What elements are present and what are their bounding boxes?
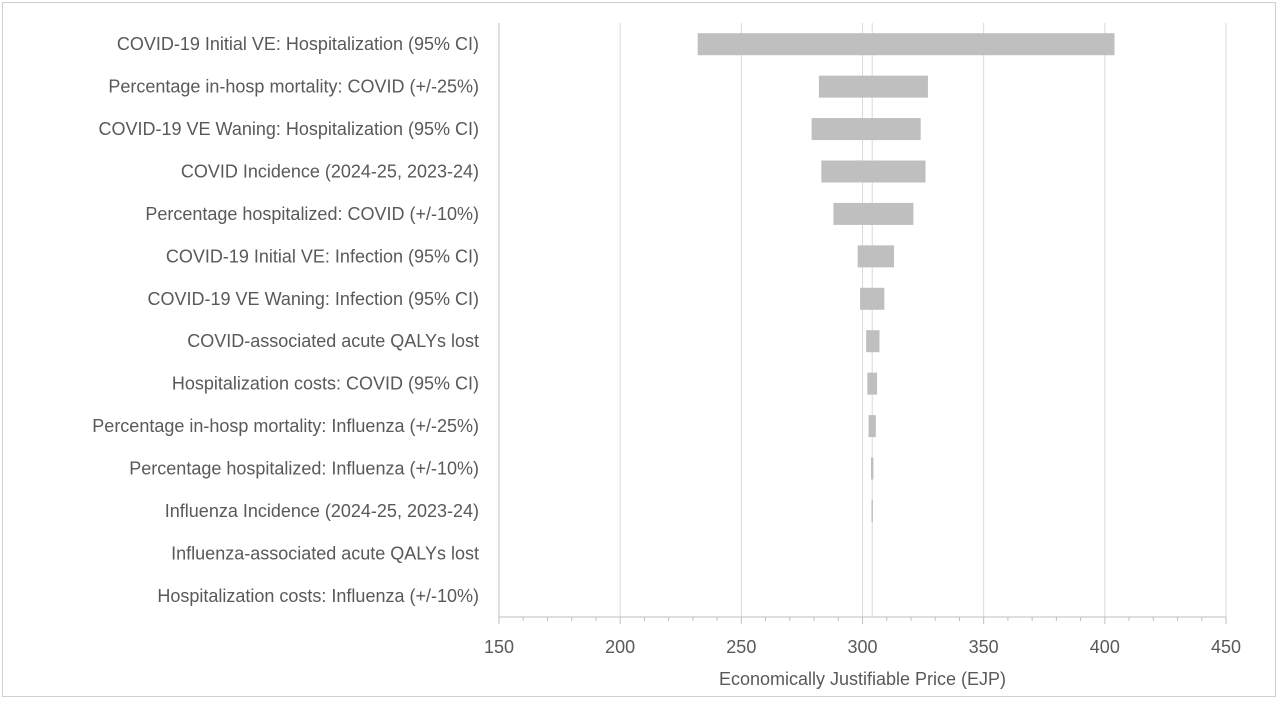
category-label: Hospitalization costs: Influenza (+/-10%… <box>157 586 479 606</box>
category-label: Percentage hospitalized: Influenza (+/-1… <box>129 459 479 479</box>
x-tick-label: 400 <box>1090 637 1120 657</box>
bar-5[interactable] <box>833 202 914 225</box>
category-label: COVID-19 VE Waning: Hospitalization (95%… <box>99 119 479 139</box>
bar-2[interactable] <box>818 75 928 98</box>
bar-11[interactable] <box>870 457 874 480</box>
bar-3[interactable] <box>811 118 921 141</box>
x-tick-label: 250 <box>726 637 756 657</box>
category-label: COVID Incidence (2024-25, 2023-24) <box>181 162 479 182</box>
bar-7[interactable] <box>860 287 885 310</box>
category-label: COVID-associated acute QALYs lost <box>187 331 479 351</box>
category-label: Percentage in-hosp mortality: COVID (+/-… <box>108 77 479 97</box>
x-tick-label: 200 <box>605 637 635 657</box>
bar-8[interactable] <box>866 330 880 353</box>
x-tick-label: 450 <box>1211 637 1241 657</box>
bar-4[interactable] <box>821 160 926 183</box>
tornado-chart: COVID-19 Initial VE: Hospitalization (95… <box>92 23 1241 689</box>
category-label: Influenza Incidence (2024-25, 2023-24) <box>165 501 479 521</box>
bar-9[interactable] <box>867 372 878 395</box>
bar-12[interactable] <box>871 499 873 522</box>
bar-6[interactable] <box>857 245 895 268</box>
category-label: Percentage in-hosp mortality: Influenza … <box>92 416 479 436</box>
category-label: COVID-19 VE Waning: Infection (95% CI) <box>148 289 479 309</box>
x-tick-label: 300 <box>847 637 877 657</box>
x-tick-label: 150 <box>484 637 514 657</box>
category-label: Hospitalization costs: COVID (95% CI) <box>172 374 479 394</box>
category-label: Influenza-associated acute QALYs lost <box>171 543 479 563</box>
bar-1[interactable] <box>697 33 1115 56</box>
category-label: COVID-19 Initial VE: Hospitalization (95… <box>117 34 479 54</box>
x-tick-label: 350 <box>969 637 999 657</box>
category-label: Percentage hospitalized: COVID (+/-10%) <box>145 204 479 224</box>
bar-10[interactable] <box>868 415 876 438</box>
x-axis-title: Economically Justifiable Price (EJP) <box>719 669 1006 689</box>
category-label: COVID-19 Initial VE: Infection (95% CI) <box>166 246 479 266</box>
